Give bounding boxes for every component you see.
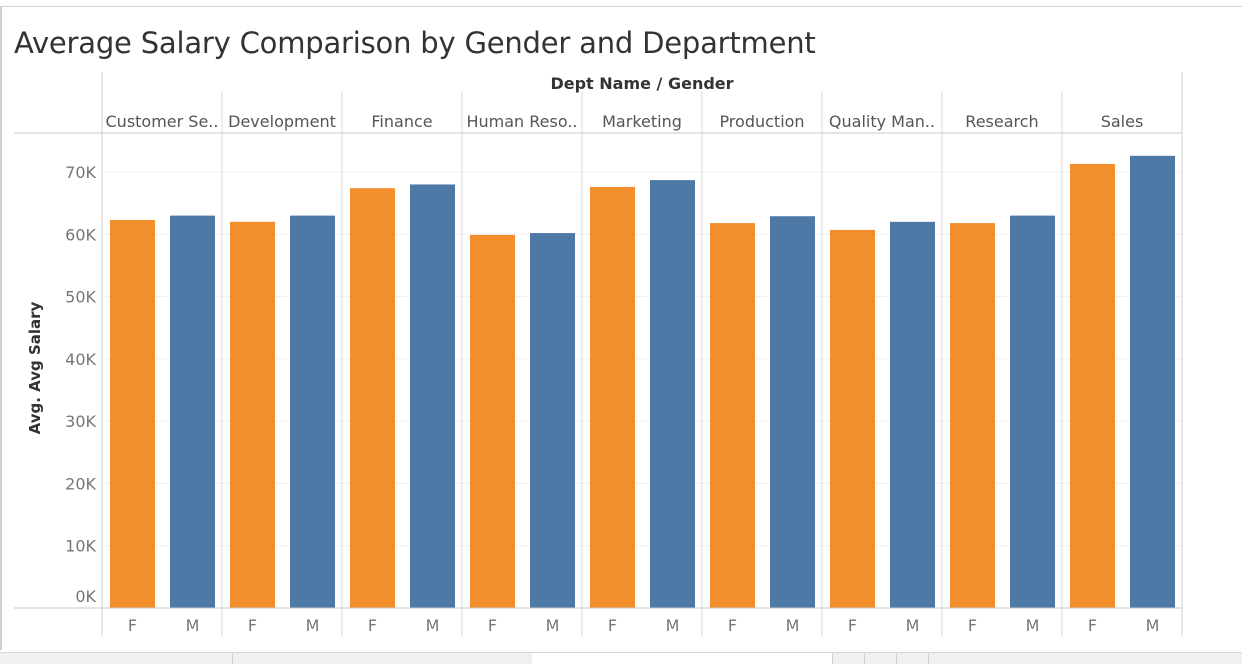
gender-tick-label: M [186,616,200,635]
bar-m [290,215,335,608]
gender-tick-label: M [546,616,560,635]
gender-tick-label: M [306,616,320,635]
department-label: Production [719,112,804,131]
y-tick-label: 40K [65,350,96,369]
grid-lines [102,171,1182,547]
sheet-tab[interactable] [532,653,833,664]
bar-f [470,234,515,608]
department-label: Research [965,112,1038,131]
department-label: Sales [1101,112,1144,131]
gender-tick-label: M [1146,616,1160,635]
gender-tick-label: M [1026,616,1040,635]
bar-m [1010,215,1055,608]
y-tick-label: 70K [65,163,96,182]
y-tick-label: 20K [65,474,96,493]
bar-f [590,186,635,608]
bar-f [350,188,395,609]
bar-f [830,229,875,608]
gender-tick-label: M [426,616,440,635]
gender-tick-label: F [488,616,497,635]
y-axis-title: Avg. Avg Salary [26,301,44,434]
gender-tick-label: F [728,616,737,635]
bars [110,155,1175,609]
sheet-tab[interactable] [864,653,897,664]
sheet-tab[interactable] [832,653,865,664]
bar-f [230,221,275,609]
bar-m [890,221,935,609]
department-label: Customer Se.. [106,112,219,131]
department-label: Finance [371,112,432,131]
gender-tick-label: M [906,616,920,635]
bar-m [770,216,815,609]
y-tick-label: 60K [65,225,96,244]
gender-tick-label: F [968,616,977,635]
gender-tick-label: F [608,616,617,635]
sheet-tab-bar [0,652,1242,664]
bar-m [170,215,215,608]
sheet-tab[interactable] [0,653,233,664]
bar-m [530,233,575,609]
gender-tick-label: F [128,616,137,635]
bar-m [650,180,695,608]
y-tick-label: 50K [65,288,96,307]
gender-tick-label: M [666,616,680,635]
department-label: Human Reso.. [466,112,577,131]
department-label: Quality Man.. [829,112,935,131]
sheet-tab[interactable] [232,653,533,664]
column-header-title: Dept Name / Gender [550,74,733,93]
y-tick-label: 30K [65,412,96,431]
gender-tick-label: F [248,616,257,635]
gender-tick-label: M [786,616,800,635]
panel-lines [14,72,1183,636]
chart-labels: 0K 10K 20K 30K 40K 50K 60K 70K Avg. Avg Salary De… [26,74,1159,635]
y-tick-label: 0K [75,587,96,606]
gender-tick-label: F [848,616,857,635]
bar-m [1130,155,1175,608]
bar-f [710,223,755,608]
sheet-tab[interactable] [896,653,929,664]
department-label: Marketing [602,112,682,131]
bar-m [410,184,455,608]
bar-f [110,219,155,608]
y-tick-label: 10K [65,537,96,556]
department-label: Development [228,112,336,131]
bar-f [950,223,995,608]
gender-tick-label: F [368,616,377,635]
gender-tick-label: F [1088,616,1097,635]
bar-f [1070,163,1115,608]
chart-title: Average Salary Comparison by Gender and … [14,26,816,60]
bar-chart: 0K 10K 20K 30K 40K 50K 60K 70K Avg. Avg Salary De… [14,72,1183,636]
